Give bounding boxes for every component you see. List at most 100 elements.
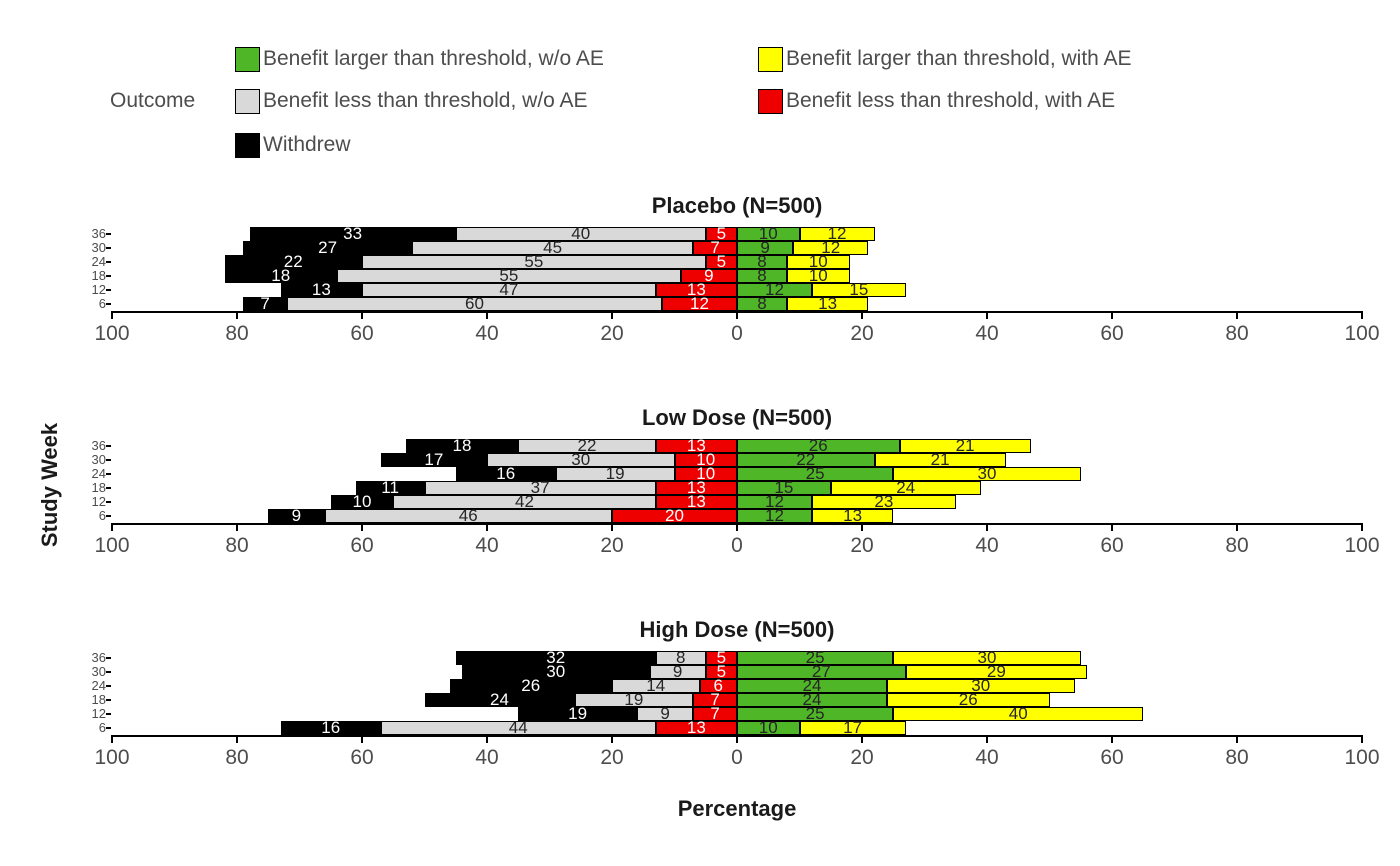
bar-segment-benefit-less-wo-ae: 55 — [362, 252, 706, 271]
x-tick-mark — [1361, 311, 1363, 319]
legend-item-benefit-less-wo-ae: Benefit less than threshold, w/o AE — [235, 86, 588, 116]
bar-segment-benefit-less-with-ae: 7 — [693, 704, 737, 723]
x-tick-label: 20 — [600, 534, 624, 557]
y-tick-label: 30 — [91, 664, 106, 679]
x-tick-mark — [986, 311, 988, 319]
legend-item-label: Benefit larger than threshold, with AE — [786, 47, 1132, 70]
x-tick-mark — [611, 523, 613, 531]
bar-segment-benefit-less-wo-ae: 22 — [518, 436, 656, 455]
x-tick-label: 60 — [350, 746, 374, 769]
bar-segment-withdrew: 16 — [280, 718, 381, 737]
x-tick-mark — [736, 735, 738, 743]
bar-segment-benefit-less-with-ae: 13 — [655, 280, 737, 299]
bar-segment-withdrew: 13 — [280, 280, 362, 299]
bar-segment-benefit-larger-with-ae: 29 — [905, 662, 1087, 681]
plot-area: 36 13 22 18 26 21 30 10 30 17 22 21 24 10 19 16 25 30 18 13… — [92, 436, 1362, 525]
bar-segment-benefit-less-with-ae: 5 — [705, 648, 737, 667]
bar-segment-benefit-larger-with-ae: 40 — [893, 704, 1144, 723]
bar-segment-withdrew: 30 — [462, 662, 650, 681]
bar-segment-benefit-larger-wo-ae: 27 — [737, 662, 906, 681]
red-swatch-icon — [758, 88, 783, 114]
y-tick-mark — [106, 487, 111, 489]
y-tick-mark — [106, 275, 111, 277]
legend-item-label: Benefit larger than threshold, w/o AE — [263, 47, 604, 70]
y-tick-mark — [106, 289, 111, 291]
bar-segment-benefit-larger-wo-ae: 8 — [737, 252, 787, 271]
x-tick-mark — [861, 311, 863, 319]
bar-segment-benefit-less-wo-ae: 9 — [637, 704, 694, 723]
bar-segment-benefit-less-wo-ae: 30 — [487, 450, 675, 469]
bar-segment-benefit-less-wo-ae: 8 — [655, 648, 706, 667]
bar-segment-withdrew: 7 — [243, 294, 287, 313]
bar-segment-benefit-larger-wo-ae: 8 — [737, 266, 787, 285]
bar-segment-withdrew: 18 — [224, 266, 337, 285]
bar-segment-benefit-less-wo-ae: 19 — [555, 464, 675, 483]
bar-segment-benefit-larger-wo-ae: 22 — [737, 450, 875, 469]
bar-segment-benefit-larger-wo-ae: 10 — [737, 224, 800, 243]
x-tick-label: 60 — [350, 534, 374, 557]
y-tick-label: 6 — [98, 720, 106, 735]
y-tick-label: 18 — [91, 692, 106, 707]
bar-segment-benefit-less-with-ae: 13 — [655, 436, 737, 455]
x-tick-mark — [486, 735, 488, 743]
bar-segment-benefit-larger-with-ae: 10 — [787, 252, 850, 271]
x-tick-mark — [361, 735, 363, 743]
x-tick-mark — [611, 311, 613, 319]
bar-segment-benefit-larger-wo-ae: 10 — [737, 718, 800, 737]
bar-segment-benefit-larger-wo-ae: 12 — [737, 280, 812, 299]
x-tick-mark — [486, 523, 488, 531]
gray-swatch-icon — [235, 88, 260, 114]
x-tick-label: 20 — [850, 322, 874, 345]
y-tick-label: 24 — [91, 254, 106, 269]
panel-high-dose-n-500-: High Dose (N=500) 36 5 8 32 25 30 30 5 9 30 27 29 24 6… — [0, 617, 1400, 787]
bar-segment-benefit-larger-with-ae: 17 — [799, 718, 906, 737]
x-tick-mark — [1111, 311, 1113, 319]
bar-segment-withdrew: 10 — [330, 492, 394, 511]
bar-segment-benefit-larger-with-ae: 30 — [893, 648, 1081, 667]
legend-title: Outcome — [110, 89, 196, 112]
bar-segment-benefit-less-wo-ae: 55 — [337, 266, 681, 285]
bar-segment-benefit-larger-with-ae: 15 — [812, 280, 906, 299]
x-tick-mark — [1361, 523, 1363, 531]
bar-segment-benefit-larger-wo-ae: 25 — [737, 648, 894, 667]
y-tick-mark — [106, 261, 111, 263]
legend-item-benefit-larger-with-ae: Benefit larger than threshold, with AE — [758, 44, 1132, 74]
y-tick-label: 6 — [98, 296, 106, 311]
x-tick-label: 80 — [225, 746, 249, 769]
y-tick-label: 6 — [98, 508, 106, 523]
bar-segment-benefit-larger-with-ae: 24 — [830, 478, 981, 497]
x-tick-mark — [1236, 523, 1238, 531]
black-swatch-icon — [235, 132, 260, 158]
legend-item-label: Withdrew — [263, 133, 351, 156]
x-tick-label: 20 — [850, 534, 874, 557]
x-tick-label: 100 — [94, 534, 130, 557]
x-axis-label: Percentage — [677, 796, 797, 821]
y-tick-mark — [106, 699, 111, 701]
y-tick-mark — [106, 247, 111, 249]
bar-segment-benefit-larger-wo-ae: 8 — [737, 294, 787, 313]
y-tick-label: 36 — [91, 226, 106, 241]
panel-placebo-n-500-: Placebo (N=500) 36 5 40 33 10 12 30 7 45 27 9 12 24 5 5… — [0, 193, 1400, 363]
x-tick-label: 20 — [600, 322, 624, 345]
y-tick-label: 18 — [91, 480, 106, 495]
x-tick-label: 0 — [731, 534, 743, 557]
x-tick-label: 80 — [225, 322, 249, 345]
y-tick-label: 24 — [91, 466, 106, 481]
x-tick-mark — [1361, 735, 1363, 743]
x-tick-label: 80 — [1225, 322, 1249, 345]
x-tick-mark — [986, 523, 988, 531]
bar-segment-benefit-less-with-ae: 7 — [693, 238, 737, 257]
legend-item-benefit-larger-wo-ae: Benefit larger than threshold, w/o AE — [235, 44, 604, 74]
bar-segment-benefit-less-with-ae: 10 — [674, 450, 737, 469]
bar-segment-benefit-less-wo-ae: 44 — [380, 718, 656, 737]
x-tick-label: 80 — [225, 534, 249, 557]
x-tick-mark — [736, 311, 738, 319]
x-axis: 100 80 60 40 20 0 20 40 60 80 100 — [94, 735, 1380, 781]
x-tick-mark — [1236, 735, 1238, 743]
bar-segment-withdrew: 24 — [424, 690, 575, 709]
y-tick-mark — [106, 473, 111, 475]
x-tick-label: 100 — [1344, 322, 1380, 345]
x-axis: 100 80 60 40 20 0 20 40 60 80 100 — [94, 523, 1380, 569]
x-tick-mark — [361, 523, 363, 531]
bar-segment-benefit-less-with-ae: 12 — [662, 294, 737, 313]
